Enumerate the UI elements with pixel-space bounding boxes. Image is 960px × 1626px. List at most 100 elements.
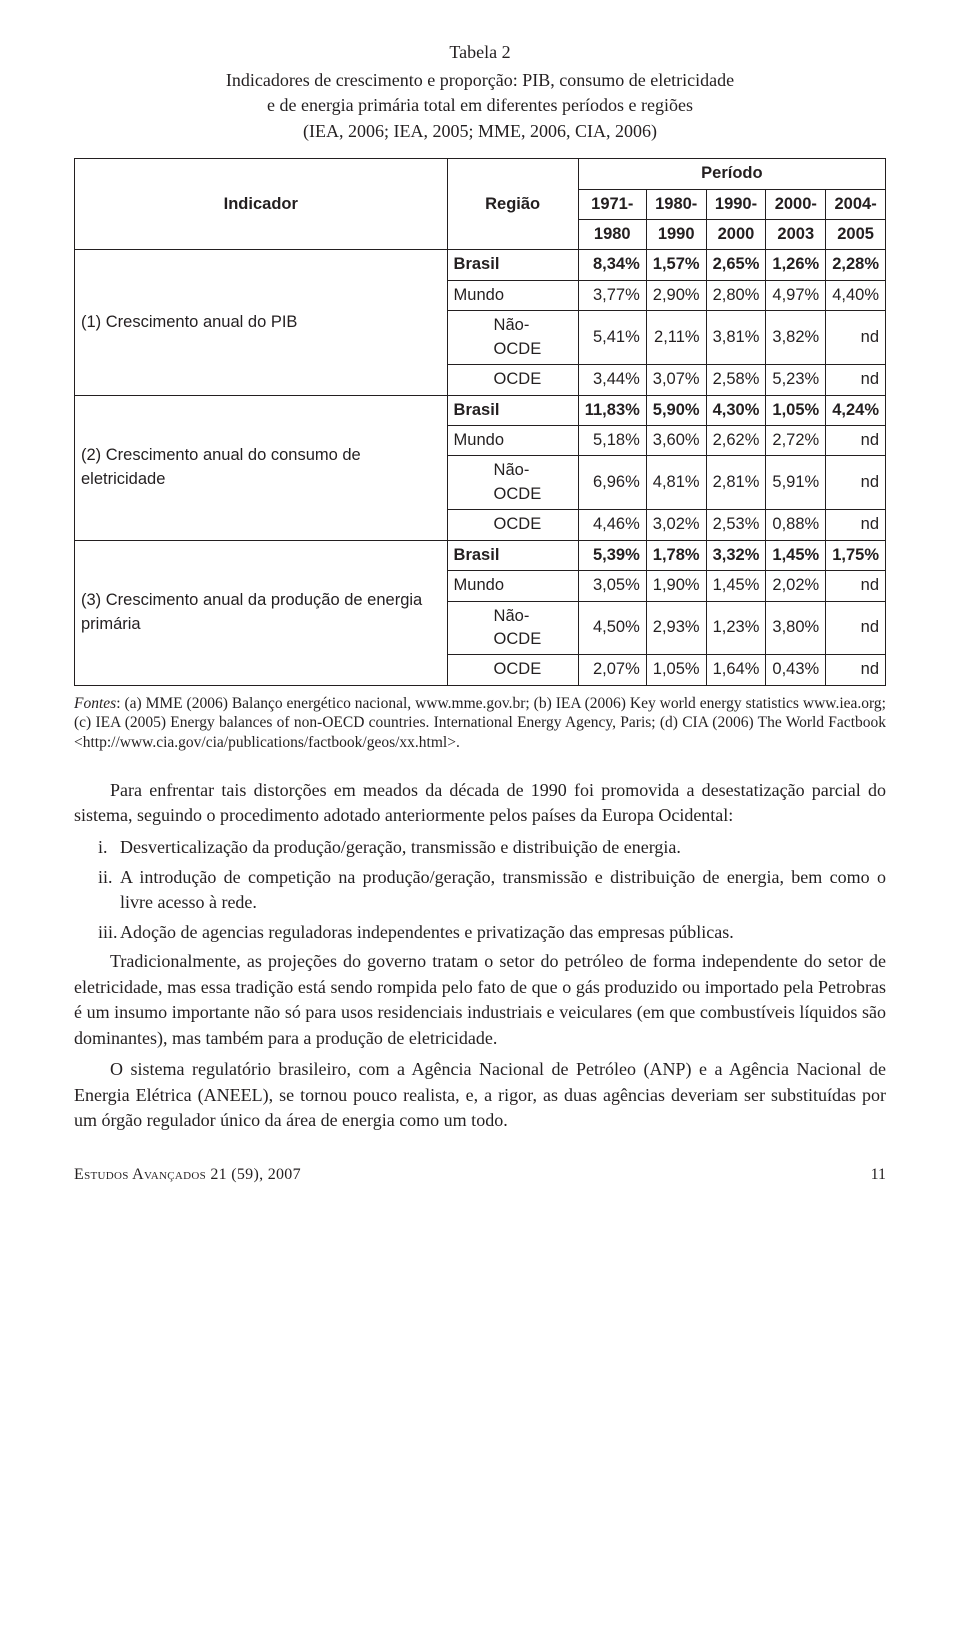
value-cell: 2,62% bbox=[706, 425, 766, 455]
value-cell: 1,23% bbox=[706, 601, 766, 655]
value-cell: 3,44% bbox=[578, 365, 646, 395]
value-cell: 11,83% bbox=[578, 395, 646, 425]
col-periodo: Período bbox=[578, 159, 885, 189]
period-3b: 2000 bbox=[706, 220, 766, 250]
table-row: (1) Crescimento anual do PIBBrasil8,34%1… bbox=[75, 250, 886, 280]
value-cell: 2,07% bbox=[578, 655, 646, 685]
value-cell: 5,39% bbox=[578, 540, 646, 570]
value-cell: 4,81% bbox=[646, 456, 706, 510]
value-cell: 1,05% bbox=[646, 655, 706, 685]
period-5a: 2004- bbox=[826, 189, 886, 219]
period-1a: 1971- bbox=[578, 189, 646, 219]
region-cell: OCDE bbox=[447, 655, 578, 685]
region-cell: Brasil bbox=[447, 250, 578, 280]
value-cell: nd bbox=[826, 425, 886, 455]
value-cell: 3,60% bbox=[646, 425, 706, 455]
region-cell: OCDE bbox=[447, 510, 578, 540]
value-cell: 2,90% bbox=[646, 280, 706, 310]
journal-ref: Estudos Avançados 21 (59), 2007 bbox=[74, 1164, 301, 1187]
page-number: 11 bbox=[871, 1164, 886, 1187]
value-cell: nd bbox=[826, 601, 886, 655]
value-cell: 3,77% bbox=[578, 280, 646, 310]
list-item: i.Desverticalização da produção/geração,… bbox=[74, 835, 886, 861]
value-cell: 1,57% bbox=[646, 250, 706, 280]
value-cell: nd bbox=[826, 365, 886, 395]
value-cell: 3,80% bbox=[766, 601, 826, 655]
region-cell: Brasil bbox=[447, 540, 578, 570]
region-cell: OCDE bbox=[447, 365, 578, 395]
value-cell: 2,02% bbox=[766, 571, 826, 601]
value-cell: 2,81% bbox=[706, 456, 766, 510]
value-cell: 3,32% bbox=[706, 540, 766, 570]
page-footer: Estudos Avançados 21 (59), 2007 11 bbox=[74, 1164, 886, 1187]
value-cell: 1,45% bbox=[706, 571, 766, 601]
period-5b: 2005 bbox=[826, 220, 886, 250]
value-cell: 4,97% bbox=[766, 280, 826, 310]
value-cell: 3,02% bbox=[646, 510, 706, 540]
table-body: (1) Crescimento anual do PIBBrasil8,34%1… bbox=[75, 250, 886, 685]
region-cell: Não-OCDE bbox=[447, 456, 578, 510]
table-sources: Fontes: (a) MME (2006) Balanço energétic… bbox=[74, 694, 886, 752]
value-cell: 3,81% bbox=[706, 311, 766, 365]
indicator-cell: (3) Crescimento anual da produção de ene… bbox=[75, 540, 448, 685]
period-3a: 1990- bbox=[706, 189, 766, 219]
col-indicador: Indicador bbox=[75, 159, 448, 250]
value-cell: nd bbox=[826, 571, 886, 601]
period-2b: 1990 bbox=[646, 220, 706, 250]
value-cell: 2,65% bbox=[706, 250, 766, 280]
value-cell: 5,91% bbox=[766, 456, 826, 510]
value-cell: nd bbox=[826, 510, 886, 540]
period-4a: 2000- bbox=[766, 189, 826, 219]
value-cell: nd bbox=[826, 311, 886, 365]
table-row: (2) Crescimento anual do consumo de elet… bbox=[75, 395, 886, 425]
value-cell: nd bbox=[826, 655, 886, 685]
value-cell: 2,93% bbox=[646, 601, 706, 655]
value-cell: 1,64% bbox=[706, 655, 766, 685]
paragraph-2: Tradicionalmente, as projeções do govern… bbox=[74, 949, 886, 1051]
value-cell: 8,34% bbox=[578, 250, 646, 280]
paragraph-3: O sistema regulatório brasileiro, com a … bbox=[74, 1057, 886, 1134]
table-row: (3) Crescimento anual da produção de ene… bbox=[75, 540, 886, 570]
value-cell: 1,75% bbox=[826, 540, 886, 570]
value-cell: 5,18% bbox=[578, 425, 646, 455]
indicator-cell: (2) Crescimento anual do consumo de elet… bbox=[75, 395, 448, 540]
value-cell: 4,40% bbox=[826, 280, 886, 310]
value-cell: 2,28% bbox=[826, 250, 886, 280]
region-cell: Mundo bbox=[447, 425, 578, 455]
col-regiao: Região bbox=[447, 159, 578, 250]
value-cell: 3,07% bbox=[646, 365, 706, 395]
region-cell: Não-OCDE bbox=[447, 311, 578, 365]
list-item: iii.Adoção de agencias reguladoras indep… bbox=[74, 920, 886, 946]
period-4b: 2003 bbox=[766, 220, 826, 250]
value-cell: 5,23% bbox=[766, 365, 826, 395]
value-cell: 5,90% bbox=[646, 395, 706, 425]
value-cell: 4,24% bbox=[826, 395, 886, 425]
region-cell: Mundo bbox=[447, 280, 578, 310]
value-cell: 1,05% bbox=[766, 395, 826, 425]
value-cell: 4,30% bbox=[706, 395, 766, 425]
region-cell: Brasil bbox=[447, 395, 578, 425]
value-cell: 1,26% bbox=[766, 250, 826, 280]
value-cell: nd bbox=[826, 456, 886, 510]
table-number: Tabela 2 bbox=[74, 40, 886, 66]
data-table: Indicador Região Período 1971- 1980- 199… bbox=[74, 158, 886, 686]
value-cell: 2,53% bbox=[706, 510, 766, 540]
value-cell: 6,96% bbox=[578, 456, 646, 510]
value-cell: 2,11% bbox=[646, 311, 706, 365]
value-cell: 5,41% bbox=[578, 311, 646, 365]
period-2a: 1980- bbox=[646, 189, 706, 219]
value-cell: 4,46% bbox=[578, 510, 646, 540]
table-title: Indicadores de crescimento e proporção: … bbox=[74, 68, 886, 145]
value-cell: 0,88% bbox=[766, 510, 826, 540]
value-cell: 3,82% bbox=[766, 311, 826, 365]
value-cell: 4,50% bbox=[578, 601, 646, 655]
list-item: ii.A introdução de competição na produçã… bbox=[74, 865, 886, 916]
roman-list: i.Desverticalização da produção/geração,… bbox=[74, 835, 886, 945]
value-cell: 1,78% bbox=[646, 540, 706, 570]
value-cell: 1,90% bbox=[646, 571, 706, 601]
value-cell: 2,80% bbox=[706, 280, 766, 310]
value-cell: 3,05% bbox=[578, 571, 646, 601]
paragraph-1: Para enfrentar tais distorções em meados… bbox=[74, 778, 886, 829]
value-cell: 2,72% bbox=[766, 425, 826, 455]
region-cell: Não-OCDE bbox=[447, 601, 578, 655]
